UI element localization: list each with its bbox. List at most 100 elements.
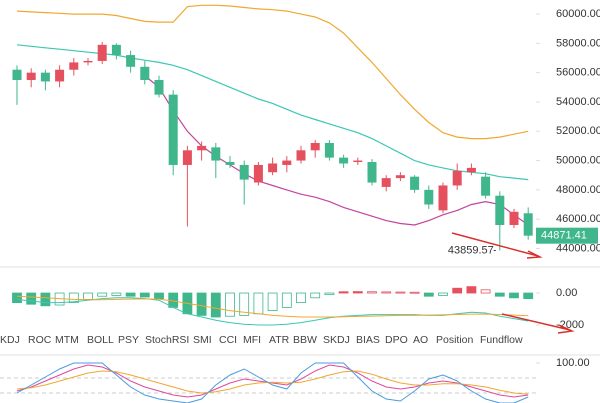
candle-body: [509, 211, 519, 226]
candle-body: [495, 195, 505, 226]
candle-body: [438, 185, 448, 211]
annotation-arrow: [501, 313, 571, 331]
histogram-bar: [523, 292, 534, 300]
indicator-line: [16, 4, 529, 140]
indicator-line: [16, 362, 529, 403]
histogram-bar: [12, 292, 22, 304]
histogram-bar: [452, 287, 463, 294]
y-tick-label: 100.00: [556, 357, 590, 369]
candle-body: [239, 164, 249, 180]
indicator-tab[interactable]: Fundflow: [480, 334, 523, 346]
indicator-tab[interactable]: BIAS: [356, 334, 380, 346]
histogram-bar: [466, 286, 477, 294]
y-tick-label: 52000.00: [556, 125, 600, 137]
histogram-bar: [125, 292, 136, 297]
candle-body: [97, 44, 107, 61]
candle-body: [182, 150, 192, 165]
candle-body: [140, 66, 150, 80]
histogram-bar: [509, 292, 519, 299]
candle-body: [268, 163, 278, 173]
candle-body: [211, 147, 221, 161]
y-tick-label: 60000.00: [556, 8, 600, 20]
histogram-bar: [281, 292, 292, 308]
indicator-line: [16, 297, 529, 326]
candle-body: [253, 164, 263, 183]
histogram-bar: [83, 292, 93, 300]
candle-body: [282, 160, 292, 165]
candle-body: [126, 55, 136, 67]
histogram-bar: [97, 292, 108, 297]
histogram-bar: [139, 292, 150, 298]
candle-body: [55, 69, 65, 82]
histogram-bar: [296, 292, 306, 304]
indicator-tab[interactable]: KDJ: [0, 334, 20, 346]
indicator-tab[interactable]: AO: [413, 334, 428, 346]
indicator-tab[interactable]: CCI: [219, 334, 237, 346]
y-tick-label: 48000.00: [556, 184, 600, 196]
last-price-label: 44871.41: [541, 230, 587, 242]
oscillator-panel: [16, 362, 529, 403]
indicator-tab[interactable]: StochRSI: [145, 334, 189, 346]
annotation-arrow: [451, 232, 539, 257]
candle-body: [83, 60, 93, 63]
histogram-bar: [438, 292, 448, 296]
indicator-tab[interactable]: SMI: [193, 334, 212, 346]
y-tick-label: 54000.00: [556, 96, 600, 108]
indicator-tab[interactable]: BOLL: [87, 334, 114, 346]
indicator-tab[interactable]: BBW: [293, 334, 317, 346]
histogram-bar: [196, 292, 207, 316]
y-tick-label: 56000.00: [556, 67, 600, 79]
histogram-bar: [480, 289, 491, 294]
candle-body: [466, 167, 476, 173]
histogram-bar: [210, 292, 221, 318]
last-price-box: [536, 227, 598, 244]
indicator-tab[interactable]: DPO: [385, 334, 408, 346]
histogram-bar: [267, 292, 278, 312]
indicator-line: [16, 370, 529, 395]
histogram-bar: [494, 292, 505, 297]
candle-body: [69, 62, 79, 70]
y-tick-label: 50000.00: [556, 154, 600, 166]
indicator-tab[interactable]: Position: [436, 334, 474, 346]
candle-body: [523, 213, 533, 236]
histogram-bar: [338, 291, 349, 294]
y-tick-label: 0.00: [556, 287, 577, 299]
histogram-bar: [352, 291, 363, 294]
indicator-tab[interactable]: ROC: [28, 334, 52, 346]
histogram-bar: [40, 292, 51, 307]
candle-body: [12, 69, 22, 80]
histogram-bar: [253, 292, 264, 315]
indicator-tab[interactable]: ATR: [269, 334, 290, 346]
candle-body: [26, 72, 36, 80]
histogram-bar: [367, 291, 377, 294]
indicator-tabs: KDJ ROC MTM BOLL PSY StochRSI SMI CCI MFI ATR BBW S…: [0, 334, 523, 346]
candle-body: [40, 72, 50, 82]
candle-body: [381, 178, 391, 187]
histogram-bar: [239, 292, 250, 316]
candle-body: [395, 175, 405, 179]
annotation-arrowhead: [557, 324, 575, 334]
histogram-bar: [225, 292, 235, 317]
y-tick-label: 46000.00: [556, 213, 600, 225]
histogram-bar: [409, 291, 420, 294]
indicator-tab[interactable]: MFI: [243, 334, 261, 346]
histogram-bar: [324, 292, 335, 296]
indicator-tab[interactable]: SKDJ: [323, 334, 350, 346]
histogram-bar: [26, 292, 37, 305]
candle-body: [424, 189, 434, 205]
candle-body: [111, 44, 121, 56]
candle-body: [154, 79, 164, 95]
indicator-line: [16, 295, 529, 318]
annotation-arrowhead: [526, 250, 543, 259]
candle-body: [410, 176, 420, 190]
candle-body: [310, 142, 320, 151]
indicator-line: [144, 75, 529, 226]
indicator-line: [16, 364, 529, 398]
indicator-tab[interactable]: MTM: [55, 334, 79, 346]
histogram-bar: [381, 291, 392, 294]
histogram-bar: [111, 292, 122, 296]
indicator-tab[interactable]: PSY: [118, 334, 139, 346]
candle-body: [452, 170, 462, 186]
candle-body: [168, 94, 178, 165]
